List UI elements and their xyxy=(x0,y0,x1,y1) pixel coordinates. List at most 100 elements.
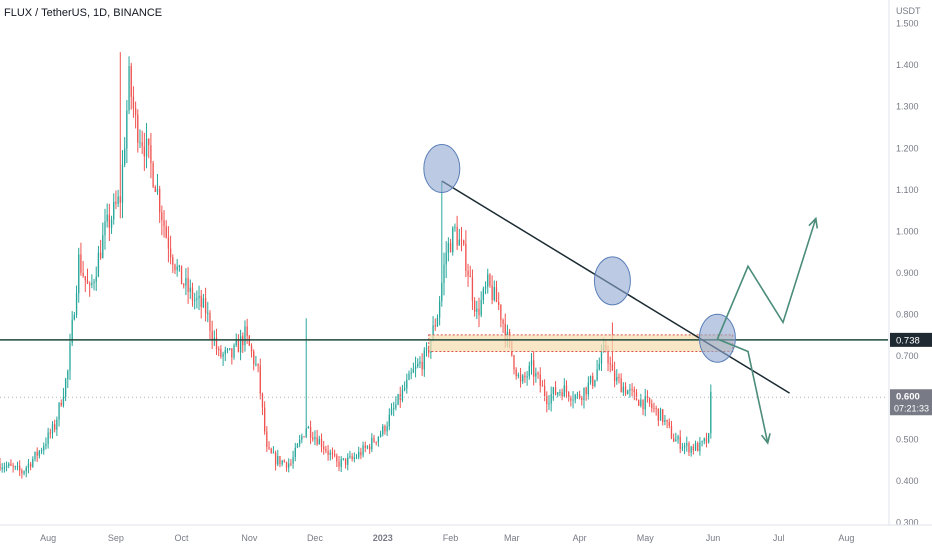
candle-body xyxy=(371,437,373,450)
candle-body xyxy=(178,265,181,267)
candle-body xyxy=(139,142,141,144)
price-tick-label: 0.800 xyxy=(896,310,919,320)
candle-body xyxy=(393,407,395,409)
candle-body xyxy=(596,369,598,380)
candle-body xyxy=(533,360,535,377)
candle-body xyxy=(587,382,590,395)
candle-body xyxy=(456,226,458,246)
candle-body xyxy=(202,298,205,308)
candle-body xyxy=(38,451,41,456)
time-tick-label: May xyxy=(637,533,655,543)
candle-body xyxy=(99,252,102,259)
candle-body xyxy=(609,363,611,365)
candle-body xyxy=(351,456,353,459)
candle-body xyxy=(703,438,705,442)
candle-body xyxy=(198,295,200,299)
candle-body xyxy=(246,326,248,337)
candle-body xyxy=(25,467,27,472)
candle-body xyxy=(572,399,574,401)
price-tick-label: 0.500 xyxy=(896,434,919,444)
plot-area[interactable] xyxy=(0,52,888,479)
touch-marker-circle[interactable] xyxy=(593,256,631,306)
candle-body xyxy=(646,396,649,398)
candle-body xyxy=(279,456,281,465)
candle-body xyxy=(189,287,191,292)
candle-body xyxy=(633,389,635,393)
candle-body xyxy=(130,66,132,97)
candle-body xyxy=(622,386,625,393)
projection-down-arrow[interactable] xyxy=(717,338,769,444)
candle-body xyxy=(627,390,629,395)
candle-body xyxy=(150,145,152,164)
candle-body xyxy=(309,426,312,438)
candle-body xyxy=(473,300,476,312)
candle-body xyxy=(154,186,156,192)
candle-body xyxy=(56,419,58,430)
candle-body xyxy=(526,376,528,378)
time-tick-label: Apr xyxy=(573,533,587,543)
candle-body xyxy=(187,277,189,292)
candle-body xyxy=(537,372,539,375)
price-tick-label: 1.100 xyxy=(896,185,919,195)
candle-body xyxy=(62,396,65,406)
candle-body xyxy=(500,304,502,320)
candle-body xyxy=(681,447,684,449)
candle-body xyxy=(616,376,618,382)
candle-body xyxy=(438,301,441,318)
candle-body xyxy=(469,275,471,278)
candle-body xyxy=(629,388,631,391)
candle-body xyxy=(530,360,533,366)
candle-body xyxy=(161,212,163,221)
candle-body xyxy=(194,299,196,301)
candle-body xyxy=(165,226,167,238)
candle-body xyxy=(325,448,327,452)
candle-body xyxy=(211,330,213,341)
touch-marker-circle[interactable] xyxy=(423,144,461,194)
time-tick-label: Jun xyxy=(706,533,721,543)
candle-body xyxy=(80,254,82,273)
candle-body xyxy=(384,426,386,432)
time-tick-label: 2023 xyxy=(373,533,393,543)
candle-body xyxy=(43,446,45,451)
candle-body xyxy=(45,443,47,447)
candle-body xyxy=(27,463,30,468)
candle-body xyxy=(124,148,126,165)
candle-body xyxy=(519,374,522,382)
projection-up-arrow[interactable] xyxy=(716,218,817,340)
candle-body xyxy=(631,388,633,390)
current-price-tag: 0.600 07:21:33 xyxy=(890,389,932,416)
candle-body xyxy=(640,399,642,406)
candle-body xyxy=(1,467,3,470)
candle-body xyxy=(570,398,572,401)
candle-body xyxy=(320,438,323,447)
candle-body xyxy=(397,394,399,405)
time-axis[interactable]: Aug Sep Oct Nov Dec 2023 Feb Mar Apr May Jun Jul Aug xyxy=(40,533,854,543)
time-tick-label: Oct xyxy=(175,533,190,543)
candle-body xyxy=(421,361,423,370)
candle-body xyxy=(119,196,121,203)
time-tick-label: Aug xyxy=(40,533,56,543)
candle-body xyxy=(559,392,561,394)
candle-body xyxy=(388,414,390,427)
candle-body xyxy=(78,254,80,294)
candle-body xyxy=(539,374,541,386)
candle-body xyxy=(69,342,71,371)
candle-body xyxy=(618,376,620,379)
candle-body xyxy=(255,363,257,365)
candle-body xyxy=(176,266,178,271)
candle-body xyxy=(233,345,235,358)
candle-body xyxy=(235,340,237,346)
candle-body xyxy=(395,404,397,408)
time-tick-label: Nov xyxy=(241,533,258,543)
time-tick-label: Sep xyxy=(108,533,124,543)
candle-body xyxy=(285,462,288,468)
candle-body xyxy=(338,461,340,467)
candle-body xyxy=(353,457,355,459)
candle-body xyxy=(239,336,242,353)
candle-body xyxy=(253,351,255,365)
candle-body xyxy=(692,446,694,451)
resistance-zone[interactable] xyxy=(428,334,734,353)
candle-body xyxy=(277,456,279,465)
candle-body xyxy=(668,421,670,426)
candle-body xyxy=(471,277,474,301)
